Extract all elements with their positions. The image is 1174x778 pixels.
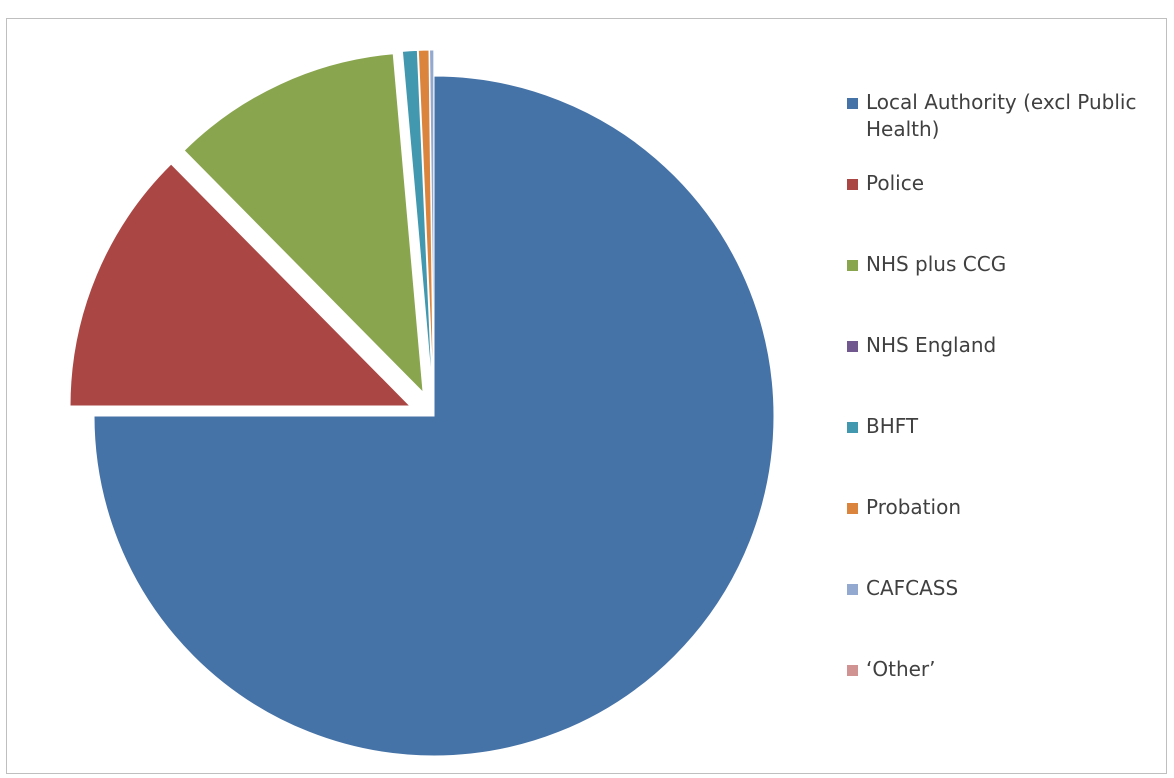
legend-swatch [847, 584, 858, 595]
legend-label: Police [866, 171, 924, 195]
legend-label: Probation [866, 495, 961, 519]
pie-chart [69, 49, 775, 757]
legend-label: CAFCASS [866, 576, 959, 600]
legend-item-cafcass: CAFCASS [847, 575, 1166, 656]
legend-item-other: ‘Other’ [847, 656, 1166, 737]
legend-item-nhs-england: NHS England [847, 332, 1166, 413]
legend-swatch [847, 98, 858, 109]
chart-area: Local Authority (excl Public Health) Poli… [6, 18, 1167, 774]
legend-item-nhs-plus-ccg: NHS plus CCG [847, 251, 1166, 332]
pie-slice-cafcass [429, 49, 435, 391]
legend-swatch [847, 503, 858, 514]
pie-slice-local-authority-excl-public-health [93, 75, 775, 757]
legend-label: NHS plus CCG [866, 252, 1007, 276]
legend-swatch [847, 179, 858, 190]
legend-label: NHS England [866, 333, 997, 357]
legend-item-local-authority-excl-public-health: Local Authority (excl Public Health) [847, 89, 1166, 170]
legend-swatch [847, 341, 858, 352]
legend-swatch [847, 422, 858, 433]
legend-item-probation: Probation [847, 494, 1166, 575]
legend-label: BHFT [866, 414, 919, 438]
legend-swatch [847, 260, 858, 271]
legend-item-bhft: BHFT [847, 413, 1166, 494]
pie-slice-police [69, 163, 412, 407]
legend-item-police: Police [847, 170, 1166, 251]
pie-slice-bhft [401, 49, 433, 391]
legend-swatch [847, 665, 858, 676]
pie-slice-nhs-plus-ccg [183, 53, 424, 394]
pie-slice-probation [417, 49, 434, 391]
legend-label: Local Authority (excl Public Health) [866, 90, 1137, 141]
legend: Local Authority (excl Public Health) Poli… [847, 89, 1166, 737]
legend-label: ‘Other’ [866, 657, 936, 681]
